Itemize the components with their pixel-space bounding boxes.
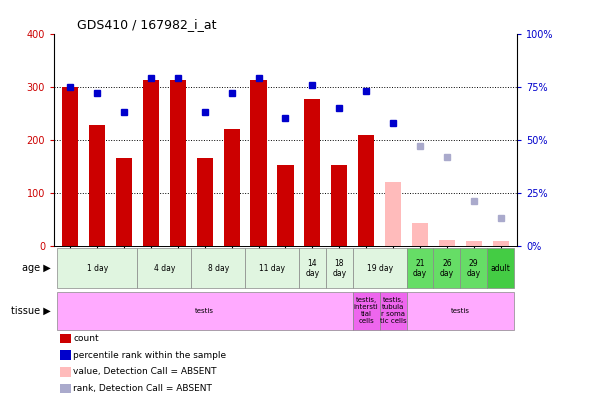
Bar bbox=[116, 158, 132, 246]
Bar bbox=[353, 292, 380, 330]
Text: testis,
intersti
tial
cells: testis, intersti tial cells bbox=[354, 297, 379, 324]
Text: 18
day: 18 day bbox=[332, 259, 346, 278]
Bar bbox=[412, 223, 428, 246]
Bar bbox=[406, 248, 433, 288]
Text: count: count bbox=[73, 334, 99, 343]
Bar bbox=[56, 248, 138, 288]
Text: value, Detection Call = ABSENT: value, Detection Call = ABSENT bbox=[73, 367, 217, 376]
Bar bbox=[170, 80, 186, 246]
Text: percentile rank within the sample: percentile rank within the sample bbox=[73, 351, 227, 360]
Bar bbox=[406, 292, 514, 330]
Bar bbox=[56, 292, 353, 330]
Text: 26
day: 26 day bbox=[440, 259, 454, 278]
Bar bbox=[304, 99, 320, 246]
Bar bbox=[380, 292, 406, 330]
Bar bbox=[385, 182, 401, 246]
Bar bbox=[299, 248, 326, 288]
Bar bbox=[278, 165, 293, 246]
Bar bbox=[245, 248, 299, 288]
Bar bbox=[433, 248, 460, 288]
Bar bbox=[224, 129, 240, 246]
Bar bbox=[439, 240, 455, 246]
Text: 8 day: 8 day bbox=[207, 264, 229, 273]
Bar bbox=[358, 135, 374, 246]
Bar bbox=[353, 248, 406, 288]
Text: 1 day: 1 day bbox=[87, 264, 108, 273]
Text: testis,
tubula
r soma
tic cells: testis, tubula r soma tic cells bbox=[380, 297, 406, 324]
Bar bbox=[197, 158, 213, 246]
Bar bbox=[326, 248, 353, 288]
Text: 19 day: 19 day bbox=[367, 264, 392, 273]
Bar bbox=[138, 248, 191, 288]
Text: 11 day: 11 day bbox=[259, 264, 285, 273]
Text: tissue ▶: tissue ▶ bbox=[11, 306, 51, 316]
Text: GDS410 / 167982_i_at: GDS410 / 167982_i_at bbox=[77, 18, 217, 31]
Text: 29
day: 29 day bbox=[467, 259, 481, 278]
Bar bbox=[487, 248, 514, 288]
Text: 21
day: 21 day bbox=[413, 259, 427, 278]
Bar bbox=[191, 248, 245, 288]
Text: testis: testis bbox=[451, 308, 470, 314]
Bar bbox=[89, 125, 105, 246]
Text: rank, Detection Call = ABSENT: rank, Detection Call = ABSENT bbox=[73, 384, 212, 393]
Bar bbox=[493, 241, 509, 246]
Bar bbox=[251, 80, 267, 246]
Text: testis: testis bbox=[195, 308, 215, 314]
Text: 4 day: 4 day bbox=[154, 264, 175, 273]
Text: 14
day: 14 day bbox=[305, 259, 320, 278]
Bar bbox=[331, 165, 347, 246]
Bar bbox=[143, 80, 159, 246]
Bar bbox=[62, 87, 78, 246]
Bar bbox=[460, 248, 487, 288]
Text: age ▶: age ▶ bbox=[22, 263, 51, 273]
Text: adult: adult bbox=[491, 264, 511, 273]
Bar bbox=[466, 241, 482, 246]
